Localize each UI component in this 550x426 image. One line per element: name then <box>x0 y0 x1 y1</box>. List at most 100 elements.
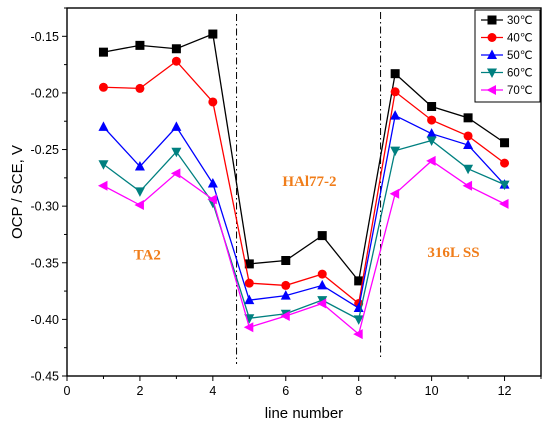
x-axis-title: line number <box>265 405 343 422</box>
data-point <box>135 83 145 93</box>
plot-area <box>67 8 541 376</box>
data-point <box>390 87 400 97</box>
legend-marker <box>487 49 497 59</box>
series <box>98 29 510 286</box>
legend-label: 60℃ <box>507 68 533 80</box>
series-line <box>102 114 506 310</box>
data-point <box>171 147 182 158</box>
y-tick-label: -0.20 <box>31 86 60 100</box>
x-tick-label: 0 <box>64 384 71 398</box>
series-layer <box>97 29 510 340</box>
legend-label: 70℃ <box>507 85 533 97</box>
data-point <box>281 256 291 266</box>
data-point <box>426 155 436 166</box>
data-point <box>427 115 437 125</box>
data-point <box>463 131 473 141</box>
plot-frame <box>66 7 542 377</box>
region-annotations: TA2 HAl77-2 316L SS <box>134 174 480 264</box>
data-point <box>97 180 108 191</box>
x-axis: 0 2 4 6 8 10 12 <box>64 376 542 398</box>
x-tick-label: 4 <box>209 384 216 398</box>
region-label: 316L SS <box>427 245 479 261</box>
y-tick-label: -0.40 <box>31 313 60 327</box>
data-point <box>243 322 254 333</box>
data-point <box>390 146 401 157</box>
x-tick-label: 6 <box>282 384 289 398</box>
data-point <box>207 178 218 188</box>
region-dividers <box>236 12 382 364</box>
data-point <box>500 138 510 148</box>
y-axis: -0.45 -0.40 -0.35 -0.30 -0.25 -0.20 -0.15 <box>31 7 67 384</box>
data-point <box>390 69 400 79</box>
data-point <box>244 259 254 269</box>
data-point <box>317 231 327 241</box>
legend-label: 50℃ <box>507 50 533 62</box>
data-point <box>244 278 254 288</box>
data-point <box>463 113 473 123</box>
legend-label: 30℃ <box>507 15 533 27</box>
data-point <box>354 276 364 286</box>
legend-label: 40℃ <box>507 33 533 45</box>
legend-marker <box>487 33 497 42</box>
data-point <box>134 161 145 171</box>
data-point <box>171 56 181 66</box>
data-point <box>280 310 290 321</box>
data-point <box>353 329 363 340</box>
x-tick-label: 12 <box>498 384 512 398</box>
data-point <box>171 44 181 54</box>
y-tick-label: -0.45 <box>31 370 60 384</box>
data-point <box>208 29 218 39</box>
data-point <box>426 136 437 146</box>
region-label: TA2 <box>134 247 161 263</box>
y-tick-label: -0.15 <box>31 30 60 44</box>
legend-box <box>474 9 541 103</box>
x-tick-label: 10 <box>425 384 439 398</box>
data-point <box>244 294 255 305</box>
series-line <box>103 139 505 321</box>
data-point <box>500 158 510 168</box>
series <box>97 155 509 340</box>
data-point <box>134 187 145 197</box>
data-point <box>98 82 108 92</box>
data-point <box>280 290 291 300</box>
data-point <box>427 102 437 112</box>
legend-marker <box>487 68 497 78</box>
data-point <box>499 198 509 209</box>
data-point <box>317 279 328 290</box>
data-point <box>281 280 291 290</box>
series-line <box>103 33 505 283</box>
data-point <box>316 298 327 309</box>
data-point <box>463 139 474 150</box>
x-tick-label: 2 <box>136 384 143 398</box>
data-point <box>170 168 181 179</box>
series-line <box>103 160 505 336</box>
x-tick-label: 8 <box>355 384 362 398</box>
data-point <box>134 200 144 211</box>
y-tick-label: -0.35 <box>31 256 60 270</box>
data-point <box>208 97 218 107</box>
data-point <box>389 188 400 199</box>
data-point <box>353 315 364 325</box>
region-label: HAl77-2 <box>282 174 336 190</box>
legend: 30℃ 40℃ 50℃ 60℃ 70℃ <box>474 9 541 103</box>
data-point <box>462 180 473 191</box>
data-point <box>317 269 327 279</box>
data-point <box>390 110 401 120</box>
legend-marker <box>486 85 496 95</box>
series <box>98 56 510 309</box>
data-point <box>98 47 108 57</box>
series-line <box>103 60 505 305</box>
y-axis-title: OCP / SCE, V <box>9 145 26 239</box>
series <box>98 136 510 325</box>
y-tick-label: -0.25 <box>31 143 60 157</box>
data-point <box>135 40 145 50</box>
data-point <box>426 128 437 138</box>
legend-marker <box>487 15 497 25</box>
data-point <box>98 121 109 131</box>
data-point <box>98 160 109 170</box>
data-point <box>463 164 474 175</box>
data-point <box>207 194 217 205</box>
y-tick-label: -0.30 <box>31 200 60 214</box>
data-point <box>171 121 182 131</box>
